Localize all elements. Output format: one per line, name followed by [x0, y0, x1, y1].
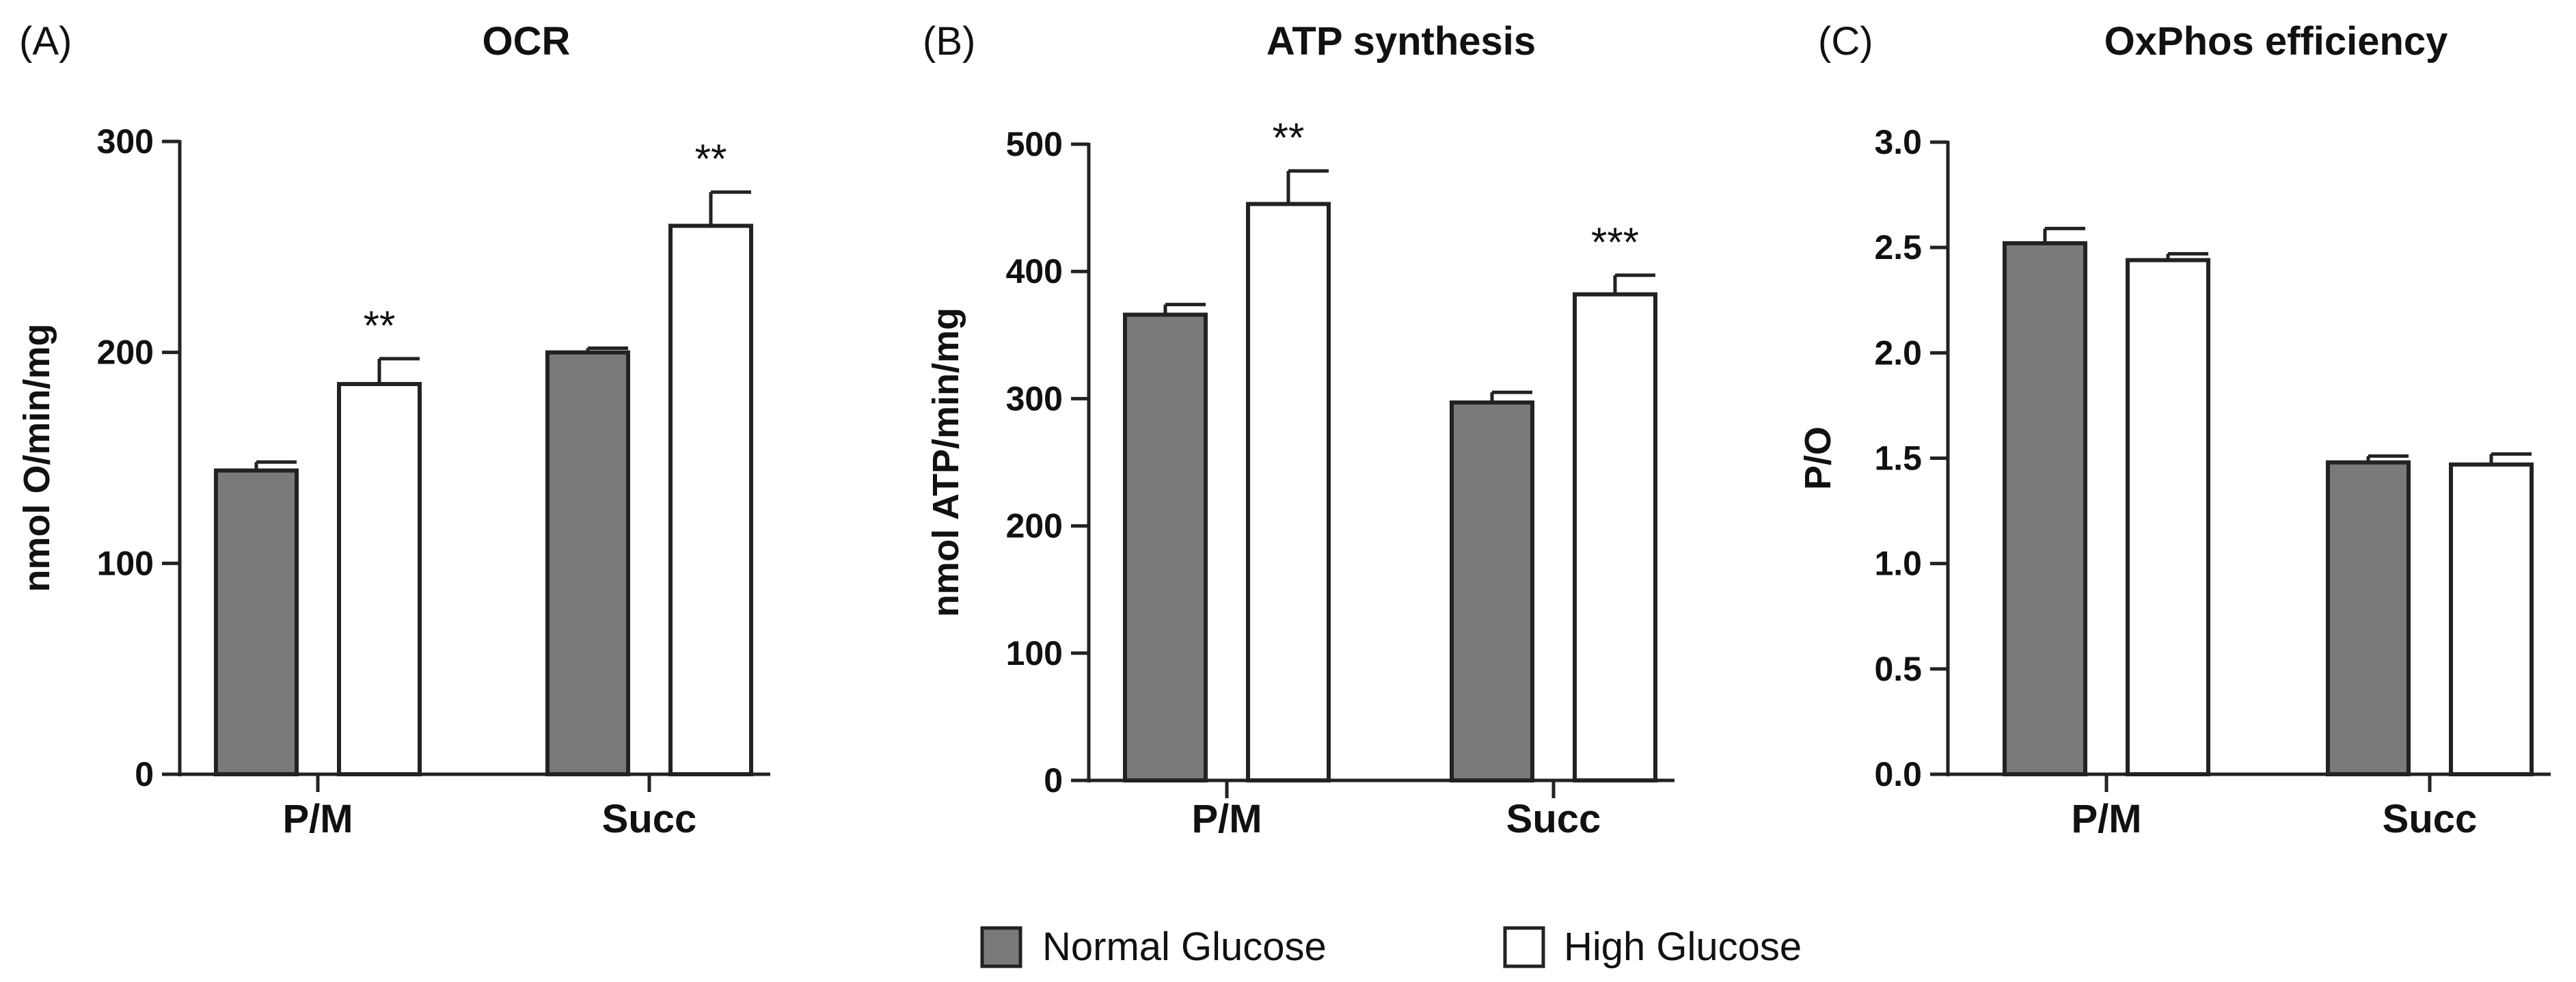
- significance-marker: **: [364, 303, 396, 349]
- y-tick-label: 400: [1006, 252, 1063, 290]
- bar-normal-glucose-p-m: [1123, 312, 1208, 782]
- y-tick-label: 200: [1006, 507, 1063, 545]
- legend-label-high-glucose: High Glucose: [1564, 925, 1802, 969]
- chart-panel-atp-synthesis: (B) ATP synthesis nmol ATP/min/mg 0 100 200 30…: [923, 19, 1675, 841]
- y-tick-label: 3.0: [1874, 123, 1922, 161]
- bar-high-glucose-succ: [1573, 292, 1657, 782]
- legend-label-normal-glucose: Normal Glucose: [1042, 925, 1327, 969]
- category-label-p-m: P/M: [2071, 797, 2141, 841]
- y-tick-label: 0.0: [1874, 755, 1922, 793]
- y-tick-label: 0: [1044, 761, 1063, 800]
- bar-normal-glucose-p-m: [214, 468, 299, 777]
- y-tick-label: 300: [1006, 379, 1063, 418]
- legend-swatch-high-glucose: [1503, 926, 1545, 968]
- bar-normal-glucose-succ: [1450, 400, 1534, 782]
- y-tick-label: 2.0: [1874, 333, 1922, 372]
- chart-title: OxPhos efficiency: [2104, 19, 2448, 64]
- significance-marker: ***: [1591, 219, 1639, 265]
- chart-title: OCR: [483, 19, 571, 64]
- bar-high-glucose-p-m: [2126, 258, 2210, 776]
- panel-letter: (A): [19, 19, 72, 64]
- bar-high-glucose-succ: [2449, 462, 2534, 776]
- bar-high-glucose-succ: [668, 223, 753, 776]
- y-tick-label: 500: [1006, 125, 1063, 163]
- bar-normal-glucose-succ: [2326, 460, 2411, 777]
- y-tick-label: 300: [97, 122, 154, 161]
- category-label-succ: Succ: [2383, 797, 2478, 841]
- legend-swatch-normal-glucose: [980, 926, 1022, 968]
- y-axis-label: P/O: [1798, 426, 1839, 490]
- bar-normal-glucose-succ: [545, 350, 630, 776]
- y-tick-label: 100: [1006, 634, 1063, 672]
- y-tick-label: 200: [97, 333, 154, 372]
- y-tick-label: 0: [135, 755, 154, 793]
- y-tick-label: 1.0: [1874, 545, 1922, 583]
- category-label-succ: Succ: [1506, 797, 1601, 841]
- y-tick-label: 0.5: [1874, 650, 1922, 688]
- chart-panel-ocr: (A) OCR nmol O/min/mg 0 100 200 300 P/M Succ ** **: [16, 19, 770, 841]
- bar-high-glucose-p-m: [1246, 202, 1331, 783]
- y-tick-label: 1.5: [1874, 439, 1922, 478]
- panel-letter: (B): [923, 19, 975, 64]
- bar-normal-glucose-p-m: [2003, 241, 2087, 776]
- bar-high-glucose-p-m: [337, 381, 422, 776]
- y-tick-label: 2.5: [1874, 228, 1922, 267]
- category-label-p-m: P/M: [282, 797, 353, 841]
- significance-marker: **: [1273, 115, 1305, 161]
- chart-title: ATP synthesis: [1266, 19, 1536, 64]
- category-label-succ: Succ: [602, 797, 697, 841]
- y-axis-label: nmol O/min/mg: [16, 323, 57, 592]
- legend: Normal Glucose High Glucose: [980, 925, 1802, 969]
- chart-panel-oxphos-efficiency: (C) OxPhos efficiency P/O 0.0 0.5 1.0 1.5 2.0 2.…: [1798, 19, 2551, 841]
- panel-letter: (C): [1818, 19, 1873, 64]
- y-tick-label: 100: [97, 544, 154, 582]
- significance-marker: **: [695, 136, 727, 182]
- category-label-p-m: P/M: [1191, 797, 1262, 841]
- y-axis-label: nmol ATP/min/mg: [925, 308, 966, 617]
